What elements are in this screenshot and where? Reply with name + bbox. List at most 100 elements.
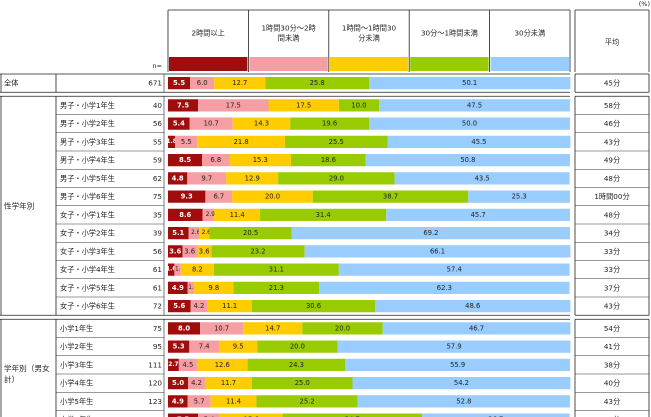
data-label-1: 8.0 [178,324,190,332]
data-label-1: 4.8 [172,174,184,182]
data-label-1: 8.5 [179,156,191,164]
data-label-3: 11.7 [221,379,236,387]
row-label: 小学5年生 [60,397,93,406]
data-label-2: 4.2 [191,379,202,387]
data-label-5: 43.5 [475,174,490,182]
legend-swatch-4 [410,57,488,71]
data-label-1: 5.6 [173,302,185,310]
data-label-5: 45.5 [471,138,486,146]
data-label-3: 11.4 [226,397,241,405]
data-label-5: 50.1 [462,79,477,87]
row-label: 女子・小学4年生 [60,265,115,274]
data-label-4: 25.0 [295,379,310,387]
data-label-5: 69.2 [423,229,438,237]
data-label-2: 9.7 [201,174,212,182]
group-label: 性学年別 [4,200,34,210]
data-label-4: 21.3 [269,284,284,292]
row-avg-value: 41分 [604,342,620,351]
legend-label-3: 分未満 [358,34,380,43]
row-n-value: 56 [153,247,163,256]
row-label: 男子・小学3年生 [60,137,115,146]
chart-svg: (%)2時間以上1時間30分～2時間未満1時間～1時間30分未満30分～1時間未… [0,0,651,417]
data-label-5: 57.9 [446,343,461,351]
legend-label-2: 間未満 [278,34,300,43]
row-label: 男子・小学5年生 [60,174,115,183]
row-n-value: 75 [153,324,162,333]
legend-swatch-5 [491,57,569,71]
data-label-2: 6.7 [213,193,224,201]
group-label: 学年別（男女 [4,363,50,373]
row-n-value: 111 [148,360,162,369]
data-label-3: 11.4 [230,211,245,219]
data-label-1: 5.4 [173,120,185,128]
data-label-1: 2.7 [168,362,178,368]
data-label-3: 9.8 [208,284,219,292]
data-label-3: 12.9 [245,174,260,182]
data-label-1: 4.9 [172,397,184,405]
data-label-3: 14.7 [265,324,280,332]
row-n-value: 671 [148,79,162,88]
row-n-value: 120 [148,379,162,388]
row-n-value: 72 [153,302,162,311]
data-label-5: 50.8 [460,156,475,164]
unit-label: (%) [639,0,650,8]
data-label-2: 2.9 [206,212,216,218]
row-label: 男子・小学6年生 [60,192,115,201]
data-label-2: 6.0 [197,79,208,87]
group-label: 計） [4,374,19,384]
data-label-1: 3.6 [169,247,181,255]
legend-label-1: 2時間以上 [192,29,225,38]
avg-header: 平均 [605,38,619,47]
row-label: 小学4年生 [60,379,93,388]
row-avg-value: 43分 [604,137,620,146]
row-label: 小学2年生 [60,342,93,351]
row-label: 全体 [4,79,18,88]
data-label-4: 18.6 [321,156,336,164]
data-label-2: 17.5 [226,101,241,109]
row-n-value: 95 [153,342,162,351]
data-label-1: 9.3 [181,193,193,201]
data-label-5: 45.7 [471,211,486,219]
row-n-value: 59 [153,156,163,165]
data-label-4: 20.0 [335,324,350,332]
row-n-value: 61 [153,265,162,274]
data-label-5: 25.3 [512,193,527,201]
data-label-2: 4.2 [194,302,205,310]
data-label-4: 38.7 [383,193,398,201]
data-label-5: 66.1 [430,247,445,255]
legend-label-4: 30分～1時間未満 [421,29,478,38]
data-label-4: 25.5 [329,138,344,146]
row-label: 女子・小学1年生 [60,210,115,219]
data-label-2: 3.6 [184,247,195,255]
legend-label-2: 1時間30分～2時 [261,24,315,33]
row-avg-value: 37分 [604,283,620,292]
data-label-1: 5.0 [172,379,184,387]
data-label-2: 5.7 [194,397,205,405]
data-label-2: 4.5 [182,361,193,369]
row-avg-value: 40分 [604,379,620,388]
data-label-3: 17.5 [296,101,311,109]
data-label-4: 10.0 [351,101,366,109]
row-label: 小学3年生 [60,360,93,369]
data-label-4: 31.1 [269,266,284,274]
data-label-2: 6.8 [210,156,221,164]
row-avg-value: 33分 [604,265,620,274]
row-label: 男子・小学2年生 [60,119,115,128]
data-label-5: 62.3 [437,284,452,292]
row-label: 男子・小学4年生 [60,156,115,165]
row-avg-value: 48分 [604,210,620,219]
data-label-4: 20.5 [243,229,258,237]
data-label-5: 48.6 [465,302,480,310]
data-label-1: 1.8 [166,139,176,145]
row-label: 小学1年生 [60,324,93,333]
data-label-1: 8.6 [179,211,191,219]
data-label-3: 11.1 [222,302,237,310]
row-label: 女子・小学6年生 [60,302,115,311]
data-label-4: 25.2 [300,397,315,405]
row-avg-value: 1時間00分 [594,192,629,201]
data-label-4: 30.6 [306,302,321,310]
data-label-5: 50.0 [462,120,477,128]
legend-label-5: 30分未満 [514,29,545,38]
row-avg-value: 43分 [604,397,620,406]
row-n-value: 123 [148,397,162,406]
